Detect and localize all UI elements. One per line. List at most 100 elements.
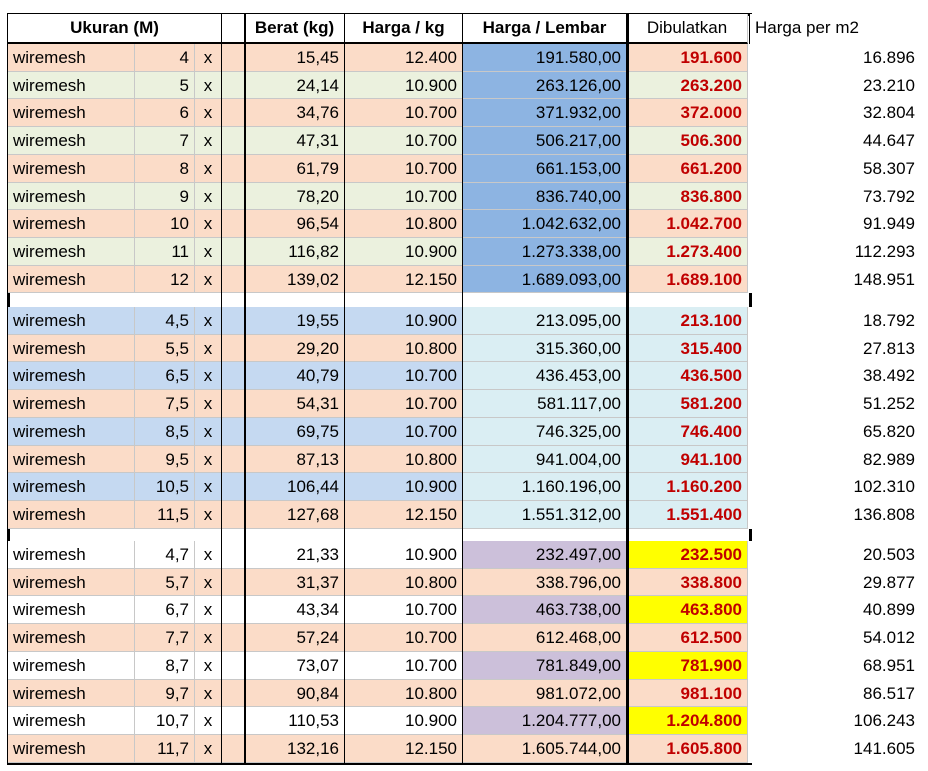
- cell: 338.800: [627, 569, 748, 596]
- cell: [222, 735, 245, 763]
- column-rule: [344, 14, 345, 764]
- cell: 116,82: [245, 238, 345, 266]
- cell: 65.820: [748, 418, 920, 446]
- cell: 463.738,00: [463, 596, 627, 624]
- cell: 232.500: [627, 541, 748, 569]
- cell: 31,37: [245, 569, 345, 596]
- cell: 338.796,00: [463, 569, 627, 596]
- cell: [222, 596, 245, 624]
- cell: 10.700: [345, 624, 463, 652]
- cell: wiremesh: [8, 238, 135, 266]
- cell: 581.200: [627, 390, 748, 418]
- cell: 746.325,00: [463, 418, 627, 446]
- cell: 132,16: [245, 735, 345, 763]
- cell: 15,45: [245, 44, 345, 72]
- cell: 5,7: [135, 569, 195, 596]
- cell: 54,31: [245, 390, 345, 418]
- cell: 27.813: [748, 335, 920, 362]
- cell: wiremesh: [8, 735, 135, 763]
- cell: 213.100: [627, 307, 748, 335]
- cell: 91.949: [748, 210, 920, 238]
- cell: x: [195, 266, 222, 293]
- cell: 57,24: [245, 624, 345, 652]
- header-cell: Harga / Lembar: [463, 14, 627, 44]
- header-cell: Dibulatkan: [627, 14, 748, 44]
- cell: x: [195, 127, 222, 155]
- cell: wiremesh: [8, 72, 135, 99]
- cell: 11,5: [135, 501, 195, 529]
- header-cell: Harga / kg: [345, 14, 463, 44]
- cell: wiremesh: [8, 307, 135, 335]
- cell: x: [195, 707, 222, 735]
- cell: 1.042.632,00: [463, 210, 627, 238]
- cell: 661.153,00: [463, 155, 627, 183]
- cell: 981.100: [627, 680, 748, 707]
- cell: 836.740,00: [463, 183, 627, 210]
- cell: 73,07: [245, 652, 345, 680]
- cell: 136.808: [748, 501, 920, 529]
- cell: x: [195, 735, 222, 763]
- cell: 58.307: [748, 155, 920, 183]
- cell: 9,7: [135, 680, 195, 707]
- cell: 47,31: [245, 127, 345, 155]
- cell: x: [195, 418, 222, 446]
- cell: 781.849,00: [463, 652, 627, 680]
- cell: 746.400: [627, 418, 748, 446]
- cell: wiremesh: [8, 127, 135, 155]
- cell: [222, 99, 245, 127]
- cell: 10.900: [345, 238, 463, 266]
- cell: 4,7: [135, 541, 195, 569]
- cell: 263.126,00: [463, 72, 627, 99]
- cell: 506.300: [627, 127, 748, 155]
- cell: 661.200: [627, 155, 748, 183]
- cell: 38.492: [748, 362, 920, 390]
- cell: 139,02: [245, 266, 345, 293]
- cell: x: [195, 624, 222, 652]
- cell: 110,53: [245, 707, 345, 735]
- cell: 1.551.312,00: [463, 501, 627, 529]
- cell: 1.204.777,00: [463, 707, 627, 735]
- cell: 436.500: [627, 362, 748, 390]
- cell: 54.012: [748, 624, 920, 652]
- cell: 10,5: [135, 473, 195, 501]
- cell: 1.160.200: [627, 473, 748, 501]
- cell: 12.150: [345, 501, 463, 529]
- cell: [222, 624, 245, 652]
- header-cell: Harga per m2: [750, 14, 922, 44]
- cell: 141.605: [748, 735, 920, 763]
- cell: 24,14: [245, 72, 345, 99]
- cell: 10.700: [345, 652, 463, 680]
- cell: 68.951: [748, 652, 920, 680]
- column-rule: [462, 14, 463, 764]
- cell: x: [195, 501, 222, 529]
- cell: 8: [135, 155, 195, 183]
- cell: [222, 155, 245, 183]
- cell: 781.900: [627, 652, 748, 680]
- cell: x: [195, 44, 222, 72]
- cell: 90,84: [245, 680, 345, 707]
- cell: 1.689.100: [627, 266, 748, 293]
- cell: 315.400: [627, 335, 748, 362]
- cell: 7: [135, 127, 195, 155]
- cell: 10.800: [345, 680, 463, 707]
- cell: wiremesh: [8, 418, 135, 446]
- cell: 1.204.800: [627, 707, 748, 735]
- cell: 10,7: [135, 707, 195, 735]
- cell: 51.252: [748, 390, 920, 418]
- cell: 12.150: [345, 266, 463, 293]
- cell: x: [195, 390, 222, 418]
- cell: 10.700: [345, 155, 463, 183]
- cell: 106,44: [245, 473, 345, 501]
- cell: [222, 210, 245, 238]
- cell: 11: [135, 238, 195, 266]
- cell: 8,5: [135, 418, 195, 446]
- cell: 32.804: [748, 99, 920, 127]
- cell: 78,20: [245, 183, 345, 210]
- cell: 6,7: [135, 596, 195, 624]
- cell: 43,34: [245, 596, 345, 624]
- cell: [222, 541, 245, 569]
- cell: [222, 569, 245, 596]
- header-cell: Ukuran (M): [8, 14, 222, 44]
- cell: wiremesh: [8, 266, 135, 293]
- cell: 12: [135, 266, 195, 293]
